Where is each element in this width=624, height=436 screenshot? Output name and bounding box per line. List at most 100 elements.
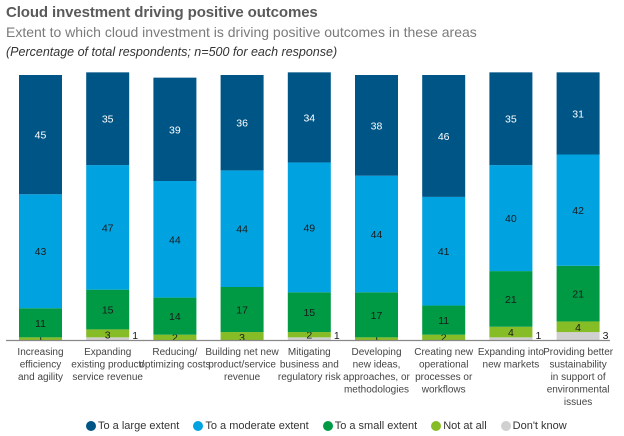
bar-segment-don-t-know [556,332,600,340]
bar-segment-to-a-moderate-extent [153,181,197,298]
x-tick-label-line: efficiency [20,360,62,371]
bar-segment-not-at-all [489,326,533,338]
chart-note: (Percentage of total respondents; n=500 … [6,45,338,59]
bar-segment-not-at-all [220,332,264,340]
bar-segment-to-a-moderate-extent [287,162,331,293]
data-label-to-a-large-extent: 35 [505,114,517,126]
x-tick-label-line: revenue [224,372,261,383]
x-tick-label: Developing new ideas, approaches, or method… [343,347,410,396]
data-label-don-t-know: 1 [535,330,541,342]
bar-segment-to-a-large-extent [355,75,398,176]
bar-segment-don-t-know [489,337,533,340]
data-label-don-t-know: 1 [334,330,340,342]
data-label-to-a-small-extent: 21 [572,289,584,301]
x-tick-label-line: Providing better [543,347,614,358]
bar-segment-to-a-moderate-extent [422,196,466,306]
x-tick-label-line: and agility [18,372,63,383]
x-tick-label-line: Reducing/ [152,347,197,358]
x-tick-label: Increasing efficiency and agility [17,347,63,383]
bar-segment-to-a-small-extent [556,265,600,322]
x-tick-label: Building net new product/service revenue [205,347,279,383]
data-label-to-a-small-extent: 17 [236,305,248,317]
bar-segment-to-a-large-extent [153,77,197,181]
x-tick-label: Mitigating business and regulatory risk [278,347,342,383]
bar-segment-to-a-moderate-extent [86,165,130,290]
data-label-to-a-moderate-extent: 49 [303,222,315,234]
bars-group: 1114345131547352144439317443612154934117… [19,72,609,344]
x-tick-label-line: in support of [551,372,606,383]
x-tick-label-line: Mitigating [288,347,331,358]
bar-expanding-into-new-markets: 1 4 21 40 35 [489,72,541,342]
bar-segment-to-a-small-extent [422,305,466,335]
data-label-don-t-know: 1 [132,330,138,342]
x-tick-label-line: environmental [547,385,610,396]
data-label-don-t-know: 3 [603,330,609,342]
bar-segment-to-a-small-extent [86,289,130,330]
chart-subtitle: Extent to which cloud investment is driv… [6,24,477,40]
data-label-to-a-large-extent: 35 [102,114,114,126]
bar-segment-to-a-moderate-extent [489,165,533,272]
data-label-to-a-moderate-extent: 44 [169,234,181,246]
data-label-to-a-small-extent: 11 [35,318,46,330]
x-tick-label-line: Expanding [84,347,131,358]
bar-segment-to-a-small-extent [220,287,264,333]
legend-item: To a moderate extent [193,420,309,432]
x-tick-label-line: Building net new [205,347,279,358]
x-tick-label: Expanding into new markets [478,347,545,371]
x-tick-label-line: operational [419,360,468,371]
bar-segment-to-a-small-extent [19,308,62,338]
legend-item: Not at all [431,420,487,432]
data-label-to-a-small-extent: 11 [438,315,449,327]
data-label-to-a-small-extent: 15 [102,305,114,317]
bar-segment-not-at-all [86,329,130,338]
bar-segment-not-at-all [422,334,466,340]
x-tick-label-line: processes or [415,372,473,383]
data-label-to-a-moderate-extent: 40 [505,213,517,225]
legend-item: Don't know [500,420,567,432]
stacked-bar-chart: 1114345131547352144439317443612154934117… [6,72,614,408]
bar-segment-not-at-all [153,334,197,340]
bar-providing-better-sustainability-in-support-of-environmental-issues: 3 4 21 42 31 [556,72,609,342]
x-tick-label: Providing better sustainability in support… [543,347,614,408]
data-label-to-a-large-extent: 31 [572,108,584,120]
data-label-not-at-all: 2 [441,332,447,344]
bar-segment-not-at-all [287,332,331,338]
x-tick-label-line: Developing [351,347,401,358]
data-label-to-a-small-extent: 14 [169,311,181,323]
x-tick-label: Reducing/optimizing costs [139,347,210,371]
x-tick-label: Creating new operational processes or workf… [414,347,474,396]
bar-segment-to-a-large-extent [556,72,600,155]
data-label-to-a-moderate-extent: 43 [35,246,47,258]
x-tick-label-line: Increasing [17,347,63,358]
legend-item: To a large extent [86,420,179,432]
bar-segment-to-a-large-extent [19,75,62,195]
bar-developing-new-ideas-approaches-or-methodologies: 1 17 44 38 [355,75,398,344]
bar-mitigating-business-and-regulatory-risk: 1 2 15 49 34 [287,72,340,342]
data-label-to-a-large-extent: 39 [169,124,181,136]
bar-expanding-existing-product-service-revenue: 1 3 15 47 35 [86,72,138,342]
legend-swatch-icon [86,421,96,431]
bar-segment-to-a-small-extent [355,292,398,338]
x-tick-label-line: methodologies [344,385,409,396]
x-tick-labels: Increasing efficiency and agility Expanding… [17,347,613,408]
bar-segment-to-a-large-extent [86,72,130,166]
x-tick-label-line: Expanding into [478,347,545,358]
bar-segment-not-at-all [355,337,398,340]
x-tick-label-line: service revenue [72,372,143,383]
data-label-to-a-moderate-extent: 44 [371,229,383,241]
x-tick-label-line: existing product/ [71,360,144,371]
x-tick-label-line: regulatory risk [278,372,342,383]
bar-segment-to-a-small-extent [489,271,533,327]
x-tick-label-line: new ideas, [353,360,401,371]
x-tick-label-line: new markets [483,360,540,371]
bar-segment-to-a-large-extent [489,72,533,166]
legend-label: Don't know [512,420,567,432]
bar-segment-not-at-all [19,337,62,340]
legend: To a large extent To a moderate extent To … [86,420,567,432]
legend-swatch-icon [193,421,204,431]
legend-label: To a small extent [334,420,418,432]
x-tick-label-line: optimizing costs [139,360,210,371]
chart-title: Cloud investment driving positive outcom… [6,4,318,21]
x-tick-label-line: issues [564,397,592,408]
